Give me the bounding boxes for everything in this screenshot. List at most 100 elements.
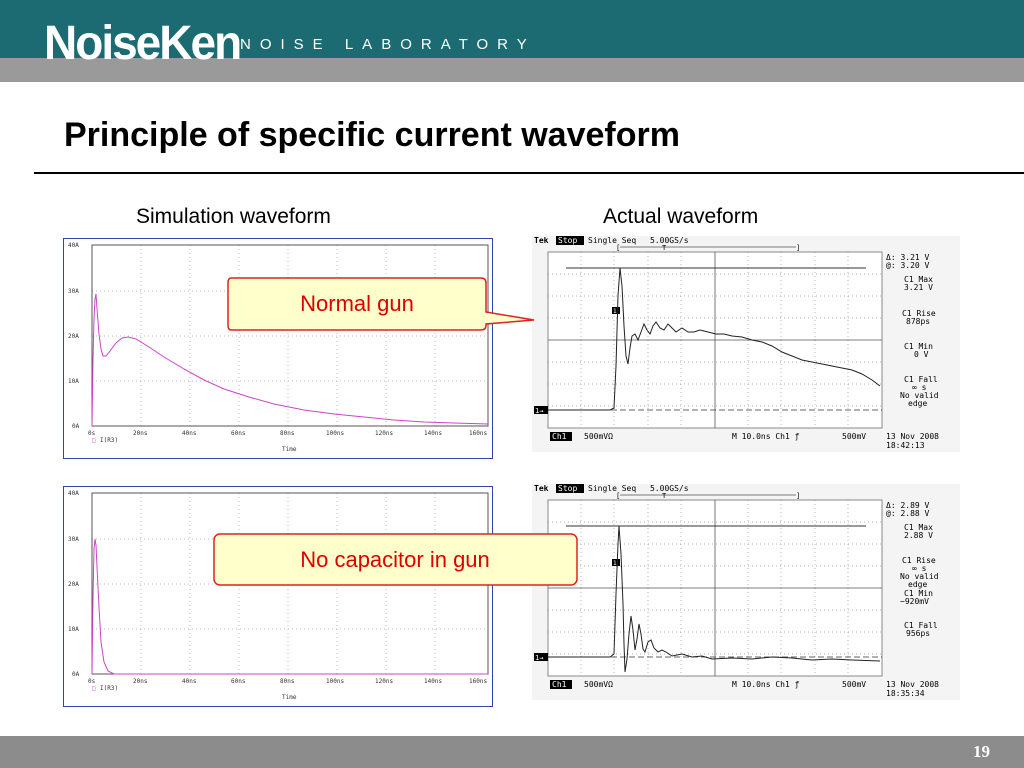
callout-no-capacitor: No capacitor in gun [213, 533, 578, 586]
svg-text:□: □ [92, 437, 96, 444]
sim-trace-normal [91, 293, 489, 427]
scope-readout: @: 3.20 V [886, 261, 930, 270]
svg-text:1→: 1→ [535, 407, 543, 415]
scope-readout: C1 Rise [902, 309, 936, 318]
x-tick: 160ns [469, 678, 487, 685]
x-tick: 100ns [326, 678, 344, 685]
simulation-svg-normal: 40A 30A 20A 10A 0A 0s 20ns 40ns 60ns 80n… [68, 242, 489, 453]
x-tick: 60ns [231, 678, 246, 685]
callout-nocap-text: No capacitor in gun [300, 547, 490, 572]
scope-time: 18:35:34 [886, 689, 925, 698]
scope-readout: C1 Min [904, 342, 933, 351]
scope-readout: 0 V [914, 350, 929, 359]
y-tick: 30A [68, 288, 79, 295]
scope-scale: 500mVΩ [584, 680, 613, 689]
svg-text:T: T [662, 244, 667, 252]
scope-readout: @: 2.88 V [886, 509, 930, 518]
scope-readout: −920mV [900, 597, 929, 606]
scope-readout: 2.88 V [904, 531, 933, 540]
scope-readout: edge [908, 399, 927, 408]
scope-readout: C1 Fall [904, 621, 938, 630]
simulation-svg-nocap: 40A 30A 20A 10A 0A 0s 20ns 40ns 60ns 80n… [68, 490, 489, 701]
scope-svg-normal: Tek Stop Single Seq 5.00GS/s [T] 1→ 1 Δ:… [532, 236, 960, 452]
sim-trace-nocap [91, 538, 488, 675]
scope-timebase: M 10.0ns Ch1 ƒ [732, 680, 800, 689]
x-tick: 40ns [182, 430, 197, 437]
scope-readout: 878ps [906, 317, 930, 326]
x-tick: 120ns [375, 678, 393, 685]
scope-channel: Ch1 [552, 680, 567, 689]
scope-state: Stop [558, 484, 577, 493]
scope-date: 13 Nov 2008 [886, 432, 939, 441]
y-tick: 0A [72, 671, 80, 678]
scope-svg-nocap: Tek Stop Single Seq 5.00GS/s [T] 1→ 1 Δ:… [532, 484, 960, 700]
header-bar [0, 0, 1024, 58]
scope-trigger: 500mV [842, 432, 866, 441]
scope-date: 13 Nov 2008 [886, 680, 939, 689]
x-tick: 0s [88, 678, 96, 685]
y-tick: 10A [68, 626, 79, 633]
x-tick: 100ns [326, 430, 344, 437]
scope-brand: Tek [534, 236, 549, 245]
legend-label: I(R3) [100, 685, 118, 692]
scope-readout: Δ: 3.21 V [886, 253, 930, 262]
oscilloscope-normal: Tek Stop Single Seq 5.00GS/s [T] 1→ 1 Δ:… [532, 236, 960, 452]
svg-text:]: ] [796, 244, 800, 252]
x-tick: 20ns [133, 678, 148, 685]
scope-channel: Ch1 [552, 432, 567, 441]
y-tick: 40A [68, 242, 79, 249]
y-tick: 0A [72, 423, 80, 430]
x-tick: 80ns [280, 430, 295, 437]
scope-mode: Single Seq [588, 484, 636, 493]
y-tick: 20A [68, 333, 79, 340]
x-axis-label: Time [282, 446, 297, 453]
y-tick: 20A [68, 581, 79, 588]
scope-scale: 500mVΩ [584, 432, 613, 441]
scope-readout: edge [908, 580, 927, 589]
logo: NoiseKen [44, 14, 242, 70]
scope-readout: C1 Fall [904, 375, 938, 384]
legend-label: I(R3) [100, 437, 118, 444]
x-tick: 0s [88, 430, 96, 437]
svg-text:]: ] [796, 492, 800, 500]
x-tick: 40ns [182, 678, 197, 685]
y-tick: 30A [68, 536, 79, 543]
simulation-plot-nocap: 40A 30A 20A 10A 0A 0s 20ns 40ns 60ns 80n… [63, 486, 493, 707]
scope-brand: Tek [534, 484, 549, 493]
x-axis-label: Time [282, 694, 297, 701]
svg-text:□: □ [92, 685, 96, 692]
simulation-label: Simulation waveform [136, 205, 331, 228]
scope-mode: Single Seq [588, 236, 636, 245]
svg-text:1: 1 [613, 308, 617, 315]
scope-readout: No valid [900, 572, 939, 581]
scope-rate: 5.00GS/s [650, 236, 689, 245]
scope-readout: C1 Max [904, 275, 933, 284]
x-tick: 160ns [469, 430, 487, 437]
scope-timebase: M 10.0ns Ch1 ƒ [732, 432, 800, 441]
scope-readout: No valid [900, 391, 939, 400]
x-tick: 20ns [133, 430, 148, 437]
scope-readout: Δ: 2.89 V [886, 501, 930, 510]
actual-label: Actual waveform [603, 205, 759, 228]
y-tick: 40A [68, 490, 79, 497]
scope-rate: 5.00GS/s [650, 484, 689, 493]
scope-readout: C1 Min [904, 589, 933, 598]
page-number: 19 [973, 742, 990, 761]
callout-normal-text: Normal gun [300, 291, 414, 316]
scope-trace-normal [548, 267, 881, 411]
scope-time: 18:42:13 [886, 441, 925, 450]
scope-readout: 3.21 V [904, 283, 933, 292]
scope-state: Stop [558, 236, 577, 245]
svg-text:[: [ [616, 492, 620, 500]
slide-title: Principle of specific current waveform [64, 116, 680, 154]
footer-bar [0, 736, 1024, 768]
x-tick: 60ns [231, 430, 246, 437]
title-divider [34, 172, 1024, 174]
svg-text:1: 1 [613, 560, 617, 567]
scope-readout: ∞ s [912, 383, 927, 392]
scope-readout: 956ps [906, 629, 930, 638]
oscilloscope-nocap: Tek Stop Single Seq 5.00GS/s [T] 1→ 1 Δ:… [532, 484, 960, 700]
scope-trigger: 500mV [842, 680, 866, 689]
svg-text:1→: 1→ [535, 654, 543, 662]
scope-readout: ∞ s [912, 564, 927, 573]
